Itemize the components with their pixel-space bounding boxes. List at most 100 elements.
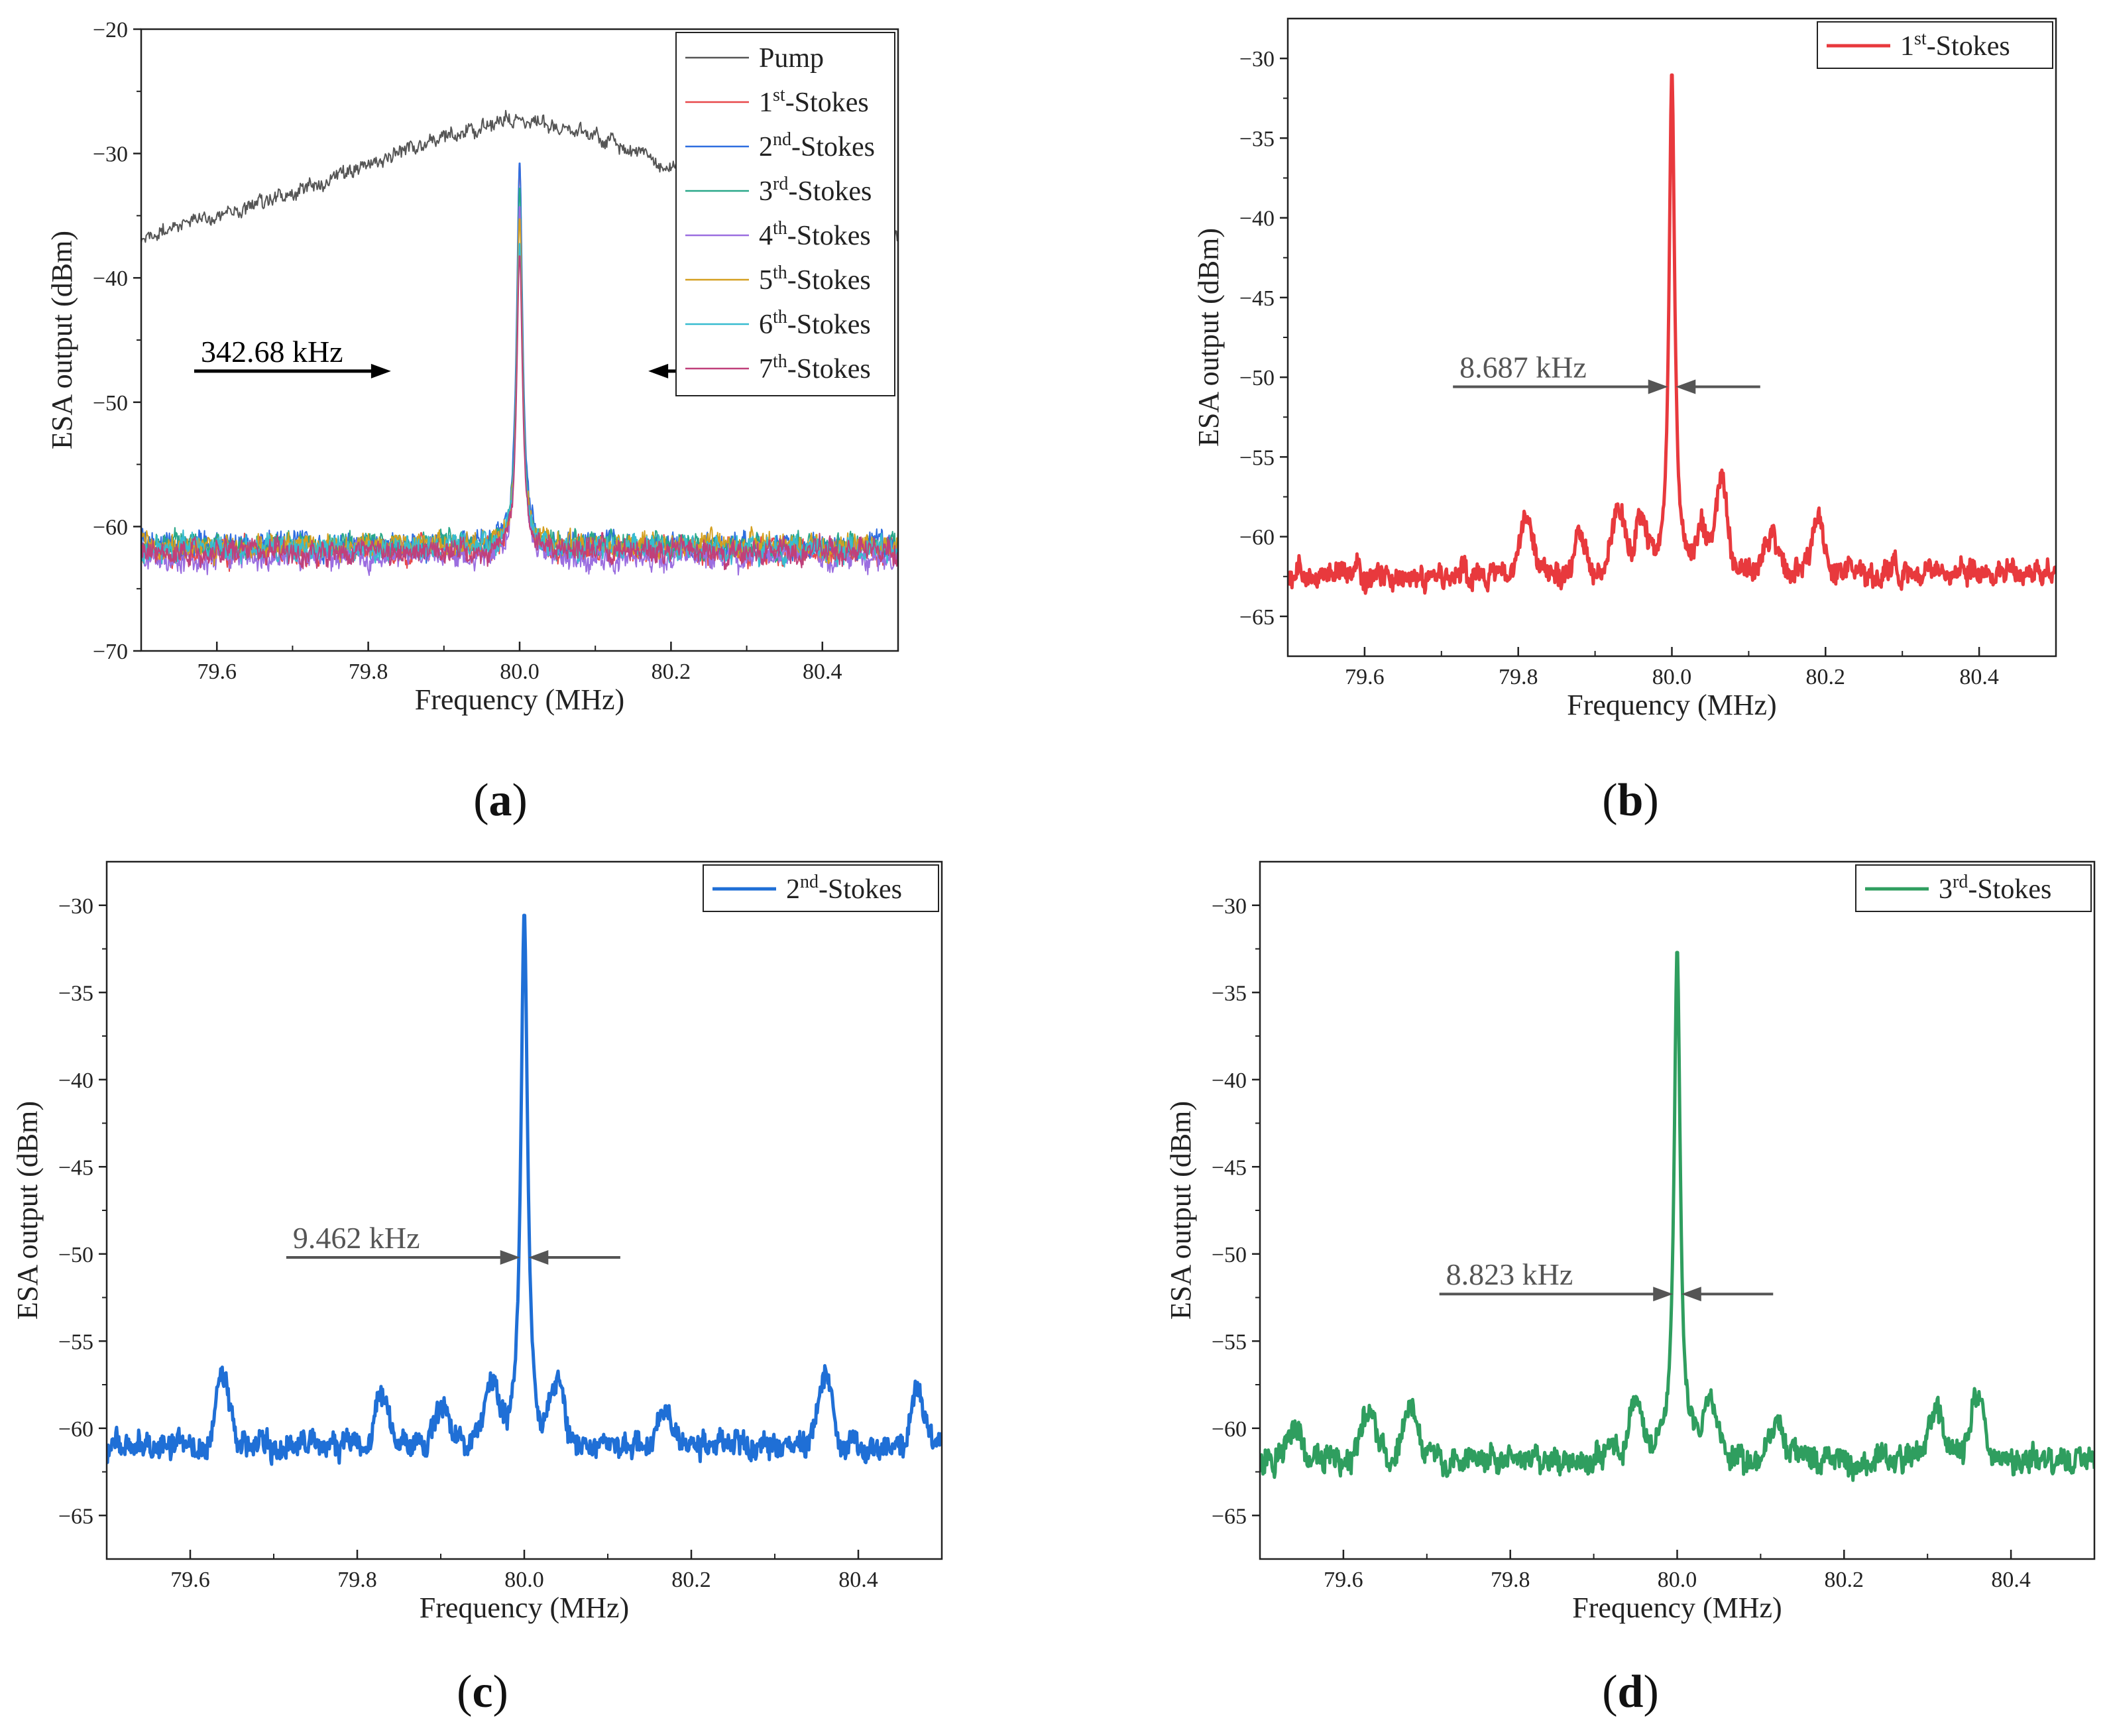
legend-entry-base: Pump xyxy=(759,43,824,74)
panel-d: 79.6 79.8 80.0 80.2 80.4 −65 −60 −55 −50 −45 −40 −3… xyxy=(1165,860,2096,1717)
legend-entry-sup: th xyxy=(773,351,787,372)
legend-entry-base: 6 xyxy=(759,310,773,340)
legend-entry-base: 4 xyxy=(759,221,773,251)
series-line-3rd-stokes xyxy=(1260,951,2094,1482)
series-line-5th-stokes xyxy=(141,218,898,567)
annotation-arrowhead-right xyxy=(648,363,669,378)
x-tick-label: 79.8 xyxy=(1491,1568,1530,1592)
legend-entry-suffix: -Stokes xyxy=(791,132,875,162)
y-tick-label: −40 xyxy=(58,1069,93,1093)
y-axis-label: ESA output (dBm) xyxy=(11,1101,44,1320)
x-tick-label: 79.6 xyxy=(1324,1568,1363,1592)
panel-label-paren-close: ) xyxy=(512,775,528,826)
y-tick-label: −60 xyxy=(58,1417,93,1442)
y-tick-label: −30 xyxy=(1212,894,1247,919)
legend-entry-sup: th xyxy=(773,262,787,283)
legend-entry-sup: th xyxy=(773,307,787,327)
x-tick-label: 80.0 xyxy=(1658,1568,1697,1592)
panel-label: (b) xyxy=(1602,775,1659,826)
annotation-label: 9.462 kHz xyxy=(293,1221,420,1255)
legend-entry-sup: rd xyxy=(773,174,788,194)
x-axis-label: Frequency (MHz) xyxy=(415,683,624,716)
panel-label-letter: b xyxy=(1618,775,1644,826)
legend-entry-suffix: -Stokes xyxy=(787,265,871,296)
x-tick-label: 79.6 xyxy=(197,660,237,684)
annotation-arrowhead-right xyxy=(528,1250,549,1265)
legend-entry: 1st-Stokes xyxy=(1900,29,2010,62)
series-line-2nd-stokes xyxy=(107,913,942,1466)
y-tick-label: −35 xyxy=(1212,981,1247,1006)
legend-entry-sup: st xyxy=(1914,29,1927,49)
x-tick-label: 80.0 xyxy=(504,1568,544,1592)
panel-label-paren-open: ( xyxy=(473,775,488,826)
y-tick-label: −50 xyxy=(58,1243,93,1267)
y-tick-label: −45 xyxy=(1212,1155,1247,1180)
legend-entry-base: 2 xyxy=(759,132,773,162)
legend-entry-base: 5 xyxy=(759,265,773,296)
y-tick-label: −30 xyxy=(1239,47,1275,72)
x-tick-label: 79.6 xyxy=(1345,665,1385,689)
panel-label-paren-open: ( xyxy=(457,1666,472,1717)
y-tick-label: −40 xyxy=(1239,207,1275,231)
x-tick-label: 80.2 xyxy=(1825,1568,1864,1592)
panel-label-paren-open: ( xyxy=(1602,775,1617,826)
y-tick-label: −50 xyxy=(93,391,128,416)
plot-area xyxy=(1288,73,2056,595)
annotation-arrowhead-right xyxy=(1681,1287,1701,1302)
y-tick-label: −60 xyxy=(1212,1417,1247,1442)
legend-entry: 6th-Stokes xyxy=(759,307,871,340)
y-tick-label: −65 xyxy=(1212,1504,1247,1529)
panel-label: (c) xyxy=(457,1666,508,1717)
legend-entry-base: 3 xyxy=(1939,874,1953,905)
y-tick-label: −50 xyxy=(1212,1243,1247,1267)
panel-label-paren-open: ( xyxy=(1602,1666,1617,1717)
legend-entry-sup: nd xyxy=(800,872,819,892)
y-axis-label: ESA output (dBm) xyxy=(1165,1101,1197,1320)
x-axis-label: Frequency (MHz) xyxy=(1567,689,1776,721)
x-tick-label: 80.0 xyxy=(500,660,540,684)
y-tick-label: −20 xyxy=(93,18,128,42)
x-tick-label: 80.2 xyxy=(671,1568,711,1592)
y-axis-label: ESA output (dBm) xyxy=(46,231,78,449)
x-tick-label: 79.8 xyxy=(337,1568,377,1592)
legend-entry: 3rd-Stokes xyxy=(1939,872,2051,905)
legend-entry: 1st-Stokes xyxy=(759,85,869,118)
legend-entry-base: 3 xyxy=(759,176,773,207)
legend-entry-base: 2 xyxy=(786,874,800,905)
y-tick-label: −65 xyxy=(58,1504,93,1529)
panel-label: (d) xyxy=(1602,1666,1659,1717)
y-tick-label: −35 xyxy=(1239,127,1275,151)
panel-label-letter: c xyxy=(472,1666,492,1717)
legend-entry-sup: rd xyxy=(1953,872,1968,892)
legend-box xyxy=(675,32,895,396)
legend-entry-suffix: -Stokes xyxy=(787,354,871,384)
legend-entry: 7th-Stokes xyxy=(759,351,871,384)
x-axis-label: Frequency (MHz) xyxy=(420,1591,629,1624)
y-tick-label: −35 xyxy=(58,981,93,1006)
legend-entry-sup: nd xyxy=(773,129,791,150)
annotation-label: 8.823 kHz xyxy=(1446,1257,1573,1291)
legend: 3rd-Stokes xyxy=(1855,864,2092,912)
y-tick-label: −50 xyxy=(1239,366,1275,390)
legend-entry-sup: st xyxy=(773,85,785,105)
legend-entry-suffix: -Stokes xyxy=(788,176,872,207)
x-tick-label: 80.0 xyxy=(1652,665,1692,689)
x-tick-label: 80.4 xyxy=(1991,1568,2031,1592)
legend-entry: 5th-Stokes xyxy=(759,262,871,296)
annotation-label: 8.687 kHz xyxy=(1459,351,1587,384)
legend-entry-suffix: -Stokes xyxy=(785,87,869,118)
y-tick-label: −60 xyxy=(93,515,128,540)
series-line-7th-stokes xyxy=(141,255,898,571)
y-tick-label: −55 xyxy=(1212,1330,1247,1354)
plot-area xyxy=(141,109,898,576)
legend-entry-base: 1 xyxy=(759,87,773,118)
y-tick-label: −55 xyxy=(58,1330,93,1354)
annotation-arrowhead-left xyxy=(1648,379,1668,394)
legend-entry-suffix: -Stokes xyxy=(1927,31,2010,62)
legend-entry-base: 7 xyxy=(759,354,773,384)
panel-label-letter: d xyxy=(1618,1666,1644,1717)
plot-area xyxy=(107,913,942,1466)
annotation-arrowhead-right xyxy=(1676,379,1696,394)
y-tick-label: −65 xyxy=(1239,605,1275,630)
panel-label-paren-close: ) xyxy=(1643,1666,1658,1717)
